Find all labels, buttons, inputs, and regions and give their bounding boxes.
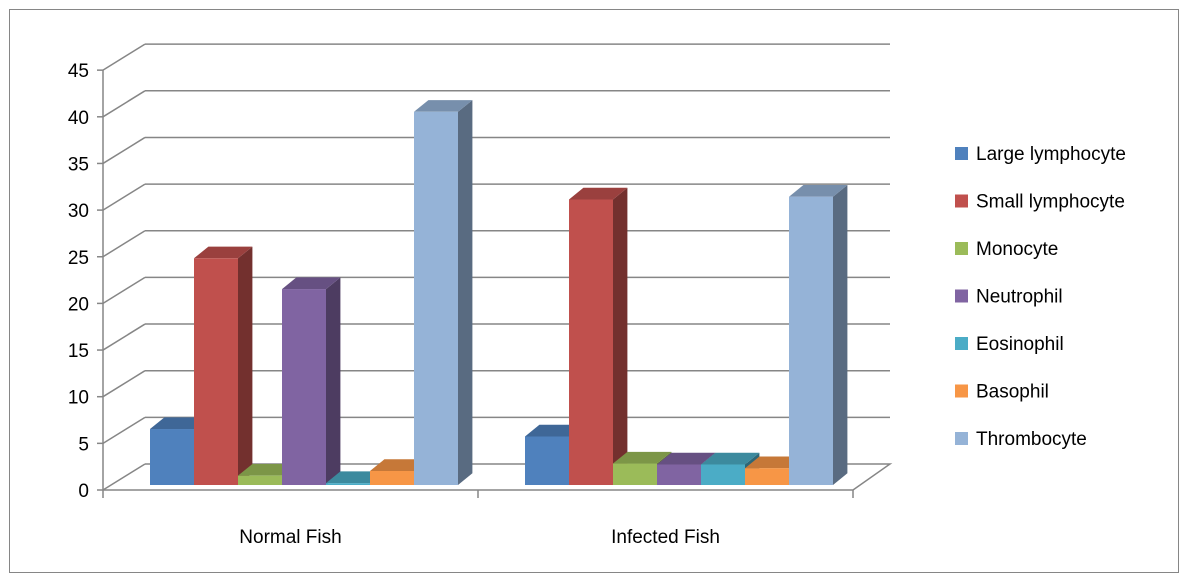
side-wall-gridline: [102, 90, 146, 118]
y-tick-label: 5: [78, 434, 89, 455]
legend-swatch: [955, 194, 968, 208]
legend-label: Eosinophil: [976, 334, 1064, 355]
legend-label: Small lymphocyte: [976, 192, 1125, 213]
side-wall-gridline: [102, 183, 146, 211]
side-wall-gridline: [102, 463, 146, 491]
legend-swatch: [955, 242, 968, 255]
side-wall-gridline: [102, 323, 146, 351]
legend-item-monocyte: Monocyte: [955, 239, 1058, 260]
x-category-label: Normal Fish: [239, 527, 341, 548]
bar-thrombocyte-infected-fish: [789, 185, 848, 486]
y-tick-label: 25: [68, 248, 89, 269]
legend-label: Large lymphocyte: [976, 144, 1126, 165]
legend-swatch: [955, 432, 968, 445]
legend-item-eosinophil: Eosinophil: [955, 334, 1064, 355]
bar-small-lymphocyte-infected-fish: [569, 187, 628, 485]
legend-label: Basophil: [976, 382, 1049, 403]
chart-border: [9, 9, 1179, 573]
axes: [97, 69, 893, 498]
legend-item-neutrophil: Neutrophil: [955, 287, 1063, 308]
bar-small-lymphocyte-normal-fish: [194, 246, 253, 485]
y-tick-label: 20: [68, 294, 89, 315]
bars: [150, 100, 848, 486]
y-tick-label: 10: [68, 388, 89, 409]
y-tick-label: 45: [68, 61, 89, 82]
bar-neutrophil-normal-fish: [282, 277, 341, 485]
legend-item-small-lymphocyte: Small lymphocyte: [955, 192, 1125, 213]
legend-label: Neutrophil: [976, 287, 1063, 308]
legend-swatch: [955, 337, 968, 350]
tick-labels: 0 5 10 15 20 25 30 35 40 45 Normal Fish Infected Fi…: [68, 61, 720, 548]
side-wall-gridline: [102, 43, 146, 71]
legend-swatch: [955, 147, 968, 160]
y-tick-label: 15: [68, 341, 89, 362]
legend-item-basophil: Basophil: [955, 382, 1049, 403]
legend-item-thrombocyte: Thrombocyte: [955, 429, 1087, 450]
gridlines: [102, 43, 890, 491]
legend-swatch: [955, 289, 968, 303]
legend-label: Thrombocyte: [976, 429, 1087, 450]
side-wall-gridline: [102, 416, 146, 444]
legend-label: Monocyte: [976, 239, 1058, 260]
legend-item-large-lymphocyte: Large lymphocyte: [955, 144, 1126, 165]
side-wall-gridline: [102, 230, 146, 258]
y-tick-label: 40: [68, 108, 89, 129]
y-tick-label: 35: [68, 154, 89, 175]
legend-swatch: [955, 384, 968, 398]
y-tick-label: 30: [68, 201, 89, 222]
side-wall-gridline: [102, 136, 146, 165]
side-wall-gridline: [102, 276, 146, 305]
legend: Large lymphocyte Small lymphocyte Monocyte…: [955, 144, 1126, 450]
x-category-label: Infected Fish: [611, 527, 720, 548]
y-tick-label: 0: [78, 481, 89, 502]
bar-thrombocyte-normal-fish: [414, 100, 473, 486]
side-wall-gridline: [102, 370, 146, 398]
